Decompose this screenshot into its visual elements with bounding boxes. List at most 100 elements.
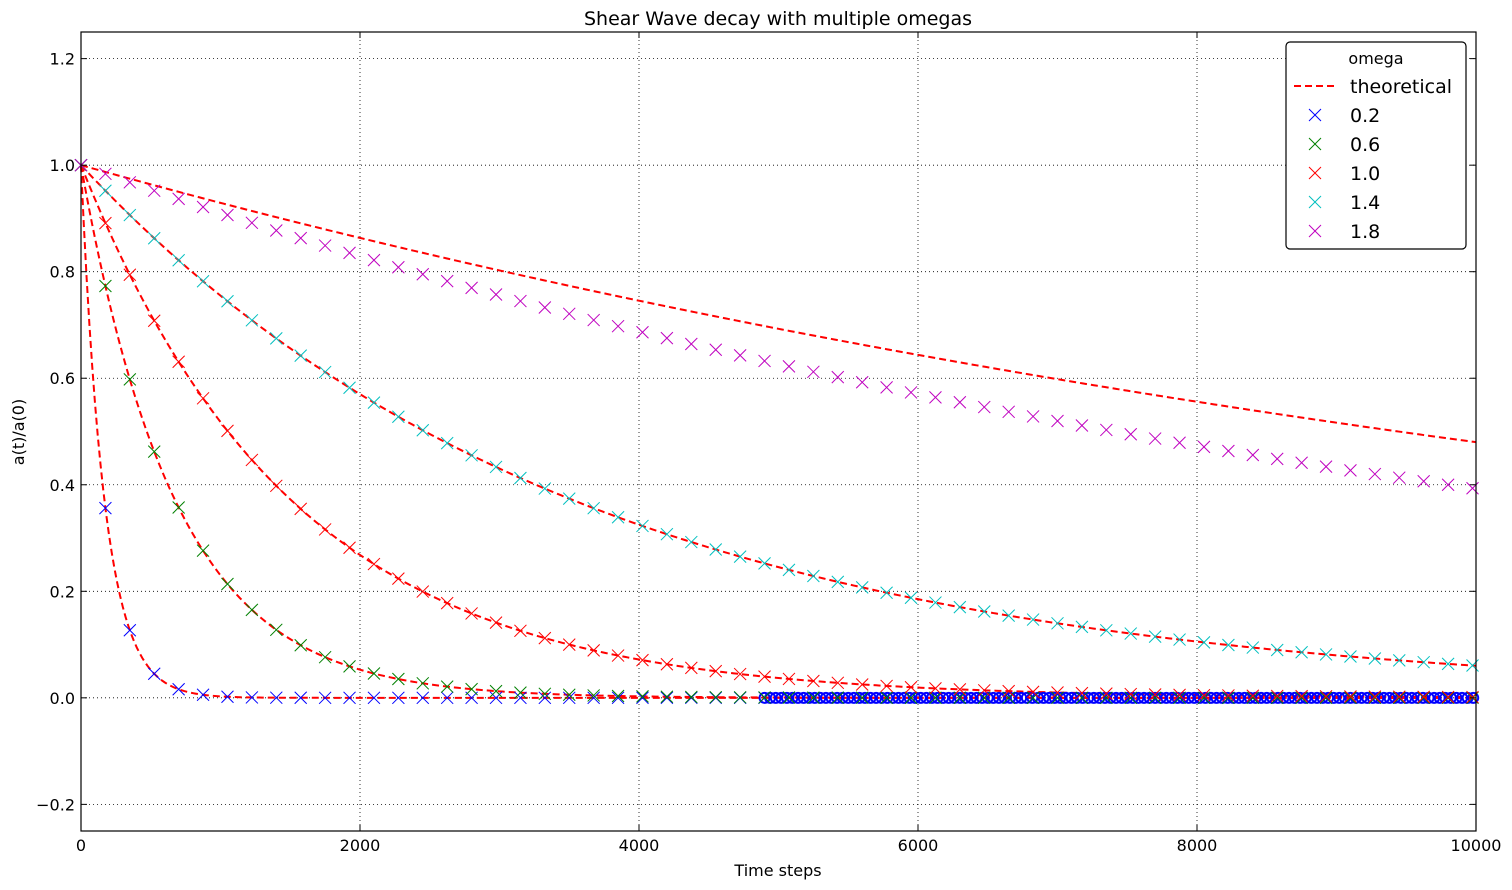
data-point-1.4: [538, 482, 552, 495]
data-point-0.2: [660, 691, 674, 705]
data-point-1.0: [855, 678, 869, 691]
data-point-0.2: [1009, 691, 1022, 704]
data-point-0.6: [831, 691, 845, 705]
data-point-0.6: [147, 445, 161, 458]
data-point-1.4: [1417, 655, 1431, 669]
data-point-1.4: [1441, 657, 1455, 671]
data-point-1.8: [440, 274, 454, 288]
data-point-1.0: [1392, 690, 1406, 704]
data-point-1.0: [977, 683, 991, 697]
theoretical-curve-1.0: [80, 164, 1477, 699]
data-point-0.2: [1149, 691, 1162, 704]
data-point-1.8: [1124, 427, 1138, 441]
data-point-1.0: [1197, 688, 1211, 702]
data-point-0.6: [221, 577, 234, 591]
data-point-0.2: [786, 691, 799, 704]
data-point-0.2: [245, 691, 259, 704]
data-point-1.8: [1002, 405, 1016, 419]
data-point-0.2: [294, 691, 308, 705]
y-tick-label: 0.4: [50, 476, 75, 495]
data-point-0.6: [1197, 691, 1211, 705]
data-point-1.8: [977, 400, 991, 414]
data-point-1.4: [1124, 627, 1138, 640]
data-point-0.6: [758, 691, 771, 704]
data-point-0.6: [1026, 691, 1040, 705]
data-point-0.2: [1015, 691, 1028, 704]
data-point-1.4: [221, 294, 234, 308]
data-point-0.2: [514, 691, 527, 705]
data-point-1.8: [611, 319, 625, 333]
data-point-1.4: [1392, 654, 1406, 667]
data-point-0.6: [172, 501, 186, 514]
data-point-0.6: [1319, 691, 1333, 705]
legend-label-0.2: 0.2: [1350, 105, 1380, 127]
data-point-0.6: [318, 650, 332, 664]
data-point-0.2: [1305, 691, 1318, 704]
data-point-0.2: [1093, 691, 1106, 704]
data-point-0.6: [489, 684, 503, 698]
data-point-0.2: [842, 691, 855, 704]
data-point-1.8: [1392, 471, 1406, 485]
legend: omega theoretical 0.2 0.6 1.0 1.4 1.8: [1285, 41, 1467, 250]
data-point-1.0: [245, 453, 259, 467]
data-point-1.8: [416, 267, 430, 281]
legend-title: omega: [1348, 49, 1403, 68]
data-point-0.6: [123, 373, 137, 386]
data-point-1.8: [636, 325, 649, 339]
data-point-0.2: [1456, 691, 1469, 704]
data-point-0.6: [514, 686, 527, 699]
data-point-1.8: [392, 260, 405, 274]
data-point-1.0: [1173, 688, 1186, 702]
data-point-0.2: [587, 691, 601, 705]
data-point-0.6: [294, 638, 308, 652]
data-point-0.2: [1294, 691, 1307, 704]
data-point-1.8: [1319, 460, 1333, 473]
data-point-0.2: [1188, 691, 1201, 704]
data-point-1.0: [758, 670, 771, 683]
data-point-0.2: [1394, 691, 1407, 704]
y-axis-label: a(t)/a(0): [9, 399, 28, 465]
data-point-0.6: [929, 691, 942, 705]
data-point-1.4: [855, 581, 869, 594]
data-point-1.8: [1051, 414, 1064, 428]
data-point-0.2: [1043, 691, 1056, 704]
data-point-0.6: [904, 691, 918, 705]
data-point-1.4: [1002, 609, 1016, 622]
data-point-0.2: [1132, 691, 1145, 704]
data-point-1.8: [221, 208, 234, 222]
data-point-0.6: [855, 691, 869, 705]
data-point-1.8: [1148, 432, 1162, 445]
data-point-1.4: [880, 586, 893, 600]
data-point-1.4: [99, 184, 112, 198]
data-point-1.8: [1441, 478, 1455, 492]
data-point-0.6: [1002, 691, 1016, 705]
data-point-0.2: [953, 691, 966, 704]
data-point-0.2: [992, 691, 1005, 704]
data-point-0.2: [886, 691, 899, 704]
data-point-1.4: [269, 332, 283, 345]
data-point-0.2: [1020, 691, 1033, 704]
data-point-1.0: [294, 502, 308, 516]
data-point-1.0: [684, 661, 698, 675]
data-point-0.2: [858, 691, 871, 704]
data-point-0.6: [660, 690, 674, 704]
data-point-0.2: [1405, 691, 1418, 704]
data-point-1.8: [465, 281, 478, 295]
data-point-0.6: [1148, 691, 1162, 705]
data-point-0.6: [343, 660, 356, 673]
y-tick-label: 1.0: [50, 156, 75, 175]
data-point-0.2: [769, 691, 782, 704]
data-point-0.2: [1439, 691, 1452, 704]
data-point-0.2: [1104, 691, 1117, 704]
data-point-0.2: [814, 691, 827, 704]
data-point-0.2: [99, 501, 112, 515]
legend-label-0.6: 0.6: [1350, 134, 1380, 156]
data-point-0.2: [440, 691, 454, 705]
data-point-0.2: [1232, 691, 1245, 704]
y-tick-label: 0.8: [50, 263, 75, 282]
data-point-1.8: [1295, 456, 1308, 470]
data-point-0.2: [1210, 691, 1223, 704]
data-point-1.0: [440, 596, 454, 610]
data-point-0.2: [898, 691, 911, 704]
legend-marker-1.4: [1308, 195, 1322, 209]
